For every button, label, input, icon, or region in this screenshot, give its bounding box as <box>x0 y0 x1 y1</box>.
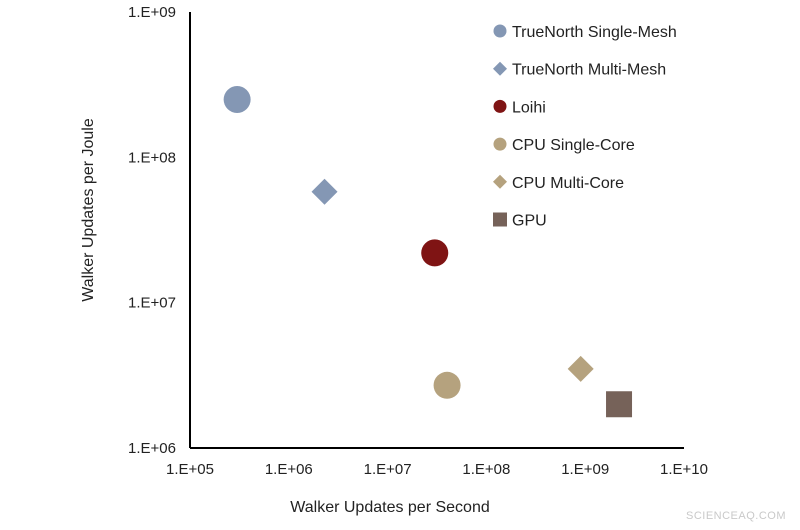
y-tick-labels: 1.E+06 1.E+07 1.E+08 1.E+09 <box>128 4 176 457</box>
legend-marker-loihi <box>493 99 507 113</box>
x-tick-labels: 1.E+05 1.E+06 1.E+07 1.E+08 1.E+09 1.E+10 <box>166 461 708 478</box>
x-tick-label: 1.E+09 <box>561 461 609 478</box>
legend-marker-gpu <box>493 212 507 227</box>
y-axis-title: Walker Updates per Joule <box>80 118 97 302</box>
legend-label-truenorth-single-mesh: TrueNorth Single-Mesh <box>512 24 677 41</box>
watermark: SCIENCEAQ.COM <box>685 510 786 522</box>
legend-marker-truenorth-multi-mesh <box>493 61 507 76</box>
legend-label-truenorth-multi-mesh: TrueNorth Multi-Mesh <box>512 62 666 79</box>
x-tick-label: 1.E+07 <box>364 461 412 478</box>
point-cpu-single-core <box>433 371 461 399</box>
legend-label-gpu: GPU <box>512 213 547 230</box>
x-tick-label: 1.E+05 <box>166 461 214 478</box>
y-tick-label: 1.E+06 <box>128 440 176 457</box>
x-tick-label: 1.E+10 <box>660 461 708 478</box>
x-axis-title: Walker Updates per Second <box>290 499 490 516</box>
data-points <box>223 85 633 418</box>
y-tick-label: 1.E+09 <box>128 4 176 21</box>
y-tick-label: 1.E+07 <box>128 295 176 312</box>
axes <box>189 12 684 449</box>
point-truenorth-single-mesh <box>223 85 251 113</box>
legend-label-loihi: Loihi <box>512 99 546 116</box>
legend-marker-cpu-single-core <box>493 137 507 151</box>
legend-marker-cpu-multi-core <box>493 174 507 189</box>
legend-label-cpu-single-core: CPU Single-Core <box>512 137 635 154</box>
x-tick-label: 1.E+08 <box>462 461 510 478</box>
point-cpu-multi-core <box>567 355 594 382</box>
legend-marker-truenorth-single-mesh <box>493 24 507 38</box>
legend-label-cpu-multi-core: CPU Multi-Core <box>512 175 624 192</box>
point-gpu <box>606 391 633 418</box>
legend: TrueNorth Single-Mesh TrueNorth Multi-Mes… <box>493 24 677 230</box>
y-tick-label: 1.E+08 <box>128 149 176 166</box>
point-loihi <box>421 239 449 267</box>
point-truenorth-multi-mesh <box>311 178 338 205</box>
x-tick-label: 1.E+06 <box>265 461 313 478</box>
